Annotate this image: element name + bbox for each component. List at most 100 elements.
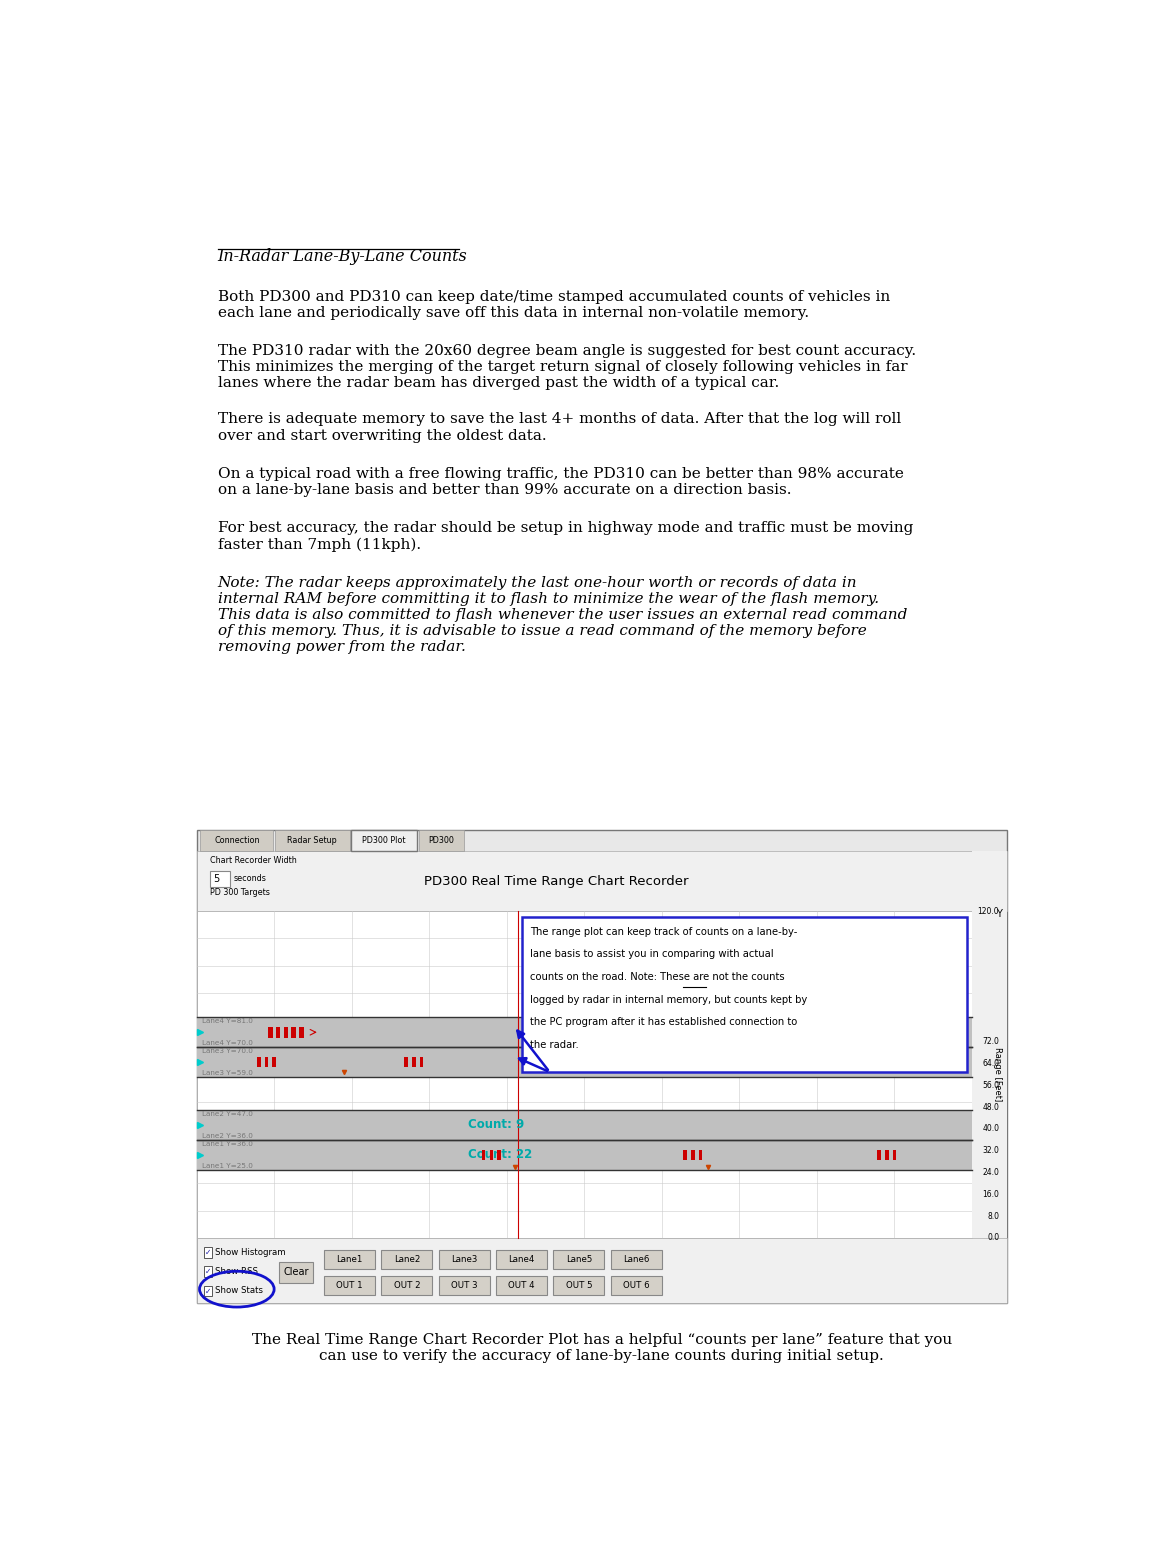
FancyBboxPatch shape (197, 1018, 972, 1047)
FancyBboxPatch shape (490, 1149, 493, 1160)
FancyBboxPatch shape (537, 1058, 540, 1067)
FancyBboxPatch shape (683, 1149, 687, 1160)
Text: Count: 9: Count: 9 (468, 1118, 525, 1131)
Text: Radar Setup: Radar Setup (288, 836, 337, 846)
Text: PD300: PD300 (429, 836, 454, 846)
Text: Connection: Connection (214, 836, 259, 846)
Text: 56.0: 56.0 (983, 1081, 999, 1090)
FancyBboxPatch shape (272, 1058, 276, 1067)
FancyBboxPatch shape (324, 1276, 376, 1295)
Text: PD 300 Targets: PD 300 Targets (209, 889, 269, 897)
Text: Lane2 Y=47.0: Lane2 Y=47.0 (202, 1111, 254, 1117)
FancyBboxPatch shape (412, 1058, 416, 1067)
FancyBboxPatch shape (439, 1276, 490, 1295)
FancyBboxPatch shape (497, 1250, 547, 1269)
FancyBboxPatch shape (291, 1027, 296, 1038)
Text: 16.0: 16.0 (983, 1190, 999, 1199)
FancyBboxPatch shape (877, 1149, 880, 1160)
Text: Show RSS: Show RSS (215, 1267, 258, 1276)
Text: The PD310 radar with the 20x60 degree beam angle is suggested for best count acc: The PD310 radar with the 20x60 degree be… (217, 344, 916, 390)
Text: Note: The radar keeps approximately the last one-hour worth or records of data i: Note: The radar keeps approximately the … (217, 576, 908, 655)
FancyBboxPatch shape (197, 1111, 972, 1140)
Text: Lane2: Lane2 (393, 1255, 420, 1264)
Text: 40.0: 40.0 (983, 1125, 999, 1134)
FancyBboxPatch shape (382, 1276, 432, 1295)
Text: the PC program after it has established connection to: the PC program after it has established … (529, 1018, 797, 1027)
FancyBboxPatch shape (275, 830, 350, 852)
Text: ✓: ✓ (205, 1248, 211, 1258)
FancyBboxPatch shape (276, 1027, 281, 1038)
Text: 24.0: 24.0 (983, 1168, 999, 1177)
Text: Lane4 Y=81.0: Lane4 Y=81.0 (202, 1018, 254, 1024)
FancyBboxPatch shape (204, 1247, 212, 1258)
Text: Clear: Clear (283, 1267, 309, 1278)
Text: the radar.: the radar. (529, 1039, 579, 1050)
FancyBboxPatch shape (197, 1238, 1006, 1303)
FancyBboxPatch shape (481, 1149, 485, 1160)
Text: Lane3: Lane3 (451, 1255, 478, 1264)
Text: Chart Recorder Width: Chart Recorder Width (209, 857, 296, 866)
Text: For best accuracy, the radar should be setup in highway mode and traffic must be: For best accuracy, the radar should be s… (217, 522, 913, 551)
Text: In-Radar Lane-By-Lane Counts: In-Radar Lane-By-Lane Counts (217, 248, 467, 265)
Text: 120.0: 120.0 (978, 906, 999, 915)
FancyBboxPatch shape (419, 830, 464, 852)
Text: seconds: seconds (234, 874, 266, 883)
Text: 0.0: 0.0 (987, 1233, 999, 1242)
FancyBboxPatch shape (885, 1149, 889, 1160)
Text: Lane4 Y=70.0: Lane4 Y=70.0 (202, 1039, 254, 1046)
Text: Count: 6: Count: 6 (522, 1056, 579, 1069)
Text: Lane1: Lane1 (337, 1255, 363, 1264)
FancyBboxPatch shape (197, 1140, 972, 1169)
Text: PD300 Plot: PD300 Plot (363, 836, 406, 846)
FancyBboxPatch shape (699, 1149, 702, 1160)
FancyBboxPatch shape (197, 852, 1006, 911)
FancyBboxPatch shape (497, 1276, 547, 1295)
Text: Lane6: Lane6 (623, 1255, 649, 1264)
FancyBboxPatch shape (522, 917, 967, 1072)
FancyBboxPatch shape (284, 1027, 288, 1038)
Text: Count: 45: Count: 45 (522, 1025, 587, 1039)
FancyBboxPatch shape (420, 1058, 424, 1067)
FancyBboxPatch shape (972, 852, 1006, 1238)
Text: 8.0: 8.0 (987, 1211, 999, 1221)
Text: OUT 1: OUT 1 (336, 1281, 363, 1290)
Text: Count: 22: Count: 22 (468, 1148, 532, 1162)
FancyBboxPatch shape (278, 1262, 313, 1283)
FancyBboxPatch shape (892, 1149, 896, 1160)
Text: Range [Feet]: Range [Feet] (993, 1047, 1001, 1101)
Text: 32.0: 32.0 (983, 1146, 999, 1156)
Text: 64.0: 64.0 (983, 1060, 999, 1069)
Text: Show Histogram: Show Histogram (215, 1247, 285, 1256)
FancyBboxPatch shape (439, 1250, 490, 1269)
FancyBboxPatch shape (268, 1027, 272, 1038)
FancyBboxPatch shape (382, 1250, 432, 1269)
FancyBboxPatch shape (610, 1276, 662, 1295)
FancyBboxPatch shape (299, 1027, 304, 1038)
Text: On a typical road with a free flowing traffic, the PD310 can be better than 98% : On a typical road with a free flowing tr… (217, 466, 904, 497)
Text: Lane3 Y=70.0: Lane3 Y=70.0 (202, 1049, 254, 1055)
Text: Lane3 Y=59.0: Lane3 Y=59.0 (202, 1070, 254, 1077)
Text: Y: Y (996, 909, 1003, 919)
Text: OUT 5: OUT 5 (566, 1281, 592, 1290)
Text: Lane5: Lane5 (566, 1255, 592, 1264)
FancyBboxPatch shape (197, 911, 972, 1238)
Text: 72.0: 72.0 (983, 1038, 999, 1046)
FancyBboxPatch shape (204, 1286, 212, 1297)
FancyBboxPatch shape (197, 830, 1006, 1303)
Text: Lane1 Y=36.0: Lane1 Y=36.0 (202, 1142, 254, 1146)
Text: Lane4: Lane4 (508, 1255, 535, 1264)
Text: Show Stats: Show Stats (215, 1286, 263, 1295)
FancyBboxPatch shape (544, 1058, 547, 1067)
Text: The Real Time Range Chart Recorder Plot has a helpful “counts per lane” feature : The Real Time Range Chart Recorder Plot … (251, 1334, 952, 1363)
Text: ✓: ✓ (205, 1286, 211, 1295)
Text: 48.0: 48.0 (983, 1103, 999, 1112)
FancyBboxPatch shape (209, 871, 230, 888)
Text: There is adequate memory to save the last 4+ months of data. After that the log : There is adequate memory to save the las… (217, 412, 900, 443)
FancyBboxPatch shape (610, 1250, 662, 1269)
Text: 5: 5 (214, 874, 220, 884)
Text: Lane2 Y=36.0: Lane2 Y=36.0 (202, 1132, 254, 1139)
Text: The range plot can keep track of counts on a lane-by-: The range plot can keep track of counts … (529, 926, 797, 937)
FancyBboxPatch shape (265, 1058, 269, 1067)
Text: logged by radar in internal memory, but counts kept by: logged by radar in internal memory, but … (529, 994, 807, 1005)
Text: PD300 Real Time Range Chart Recorder: PD300 Real Time Range Chart Recorder (424, 875, 689, 888)
